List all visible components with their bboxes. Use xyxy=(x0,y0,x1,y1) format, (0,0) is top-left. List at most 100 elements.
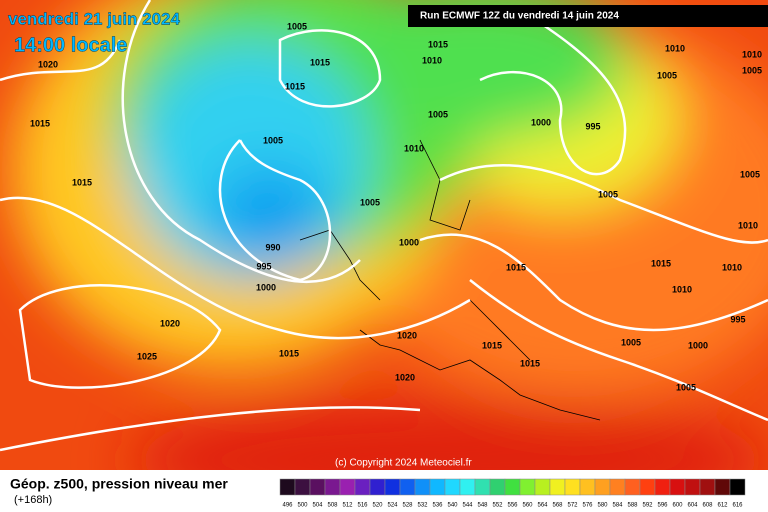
isobar-label: 1005 xyxy=(657,70,677,80)
forecast-date: vendredi 21 juin 2024 xyxy=(8,9,181,28)
legend-swatch xyxy=(324,478,341,496)
legend-label: 616 xyxy=(732,503,743,509)
legend-swatch xyxy=(399,478,416,496)
legend-label: 496 xyxy=(282,503,293,509)
isobar-label: 1005 xyxy=(598,189,618,199)
legend-swatch xyxy=(549,478,566,496)
isobar-label: 1005 xyxy=(621,337,641,347)
isobar-label: 1005 xyxy=(360,197,380,207)
legend-label: 512 xyxy=(342,503,353,509)
isobar-label: 1015 xyxy=(482,340,502,350)
isobar-label: 1020 xyxy=(395,372,415,382)
legend-label: 548 xyxy=(477,503,488,509)
isobar-label: 1015 xyxy=(30,118,50,128)
legend-swatch xyxy=(459,478,476,496)
legend-label: 556 xyxy=(507,503,518,509)
legend-swatch xyxy=(609,478,626,496)
isobar-label: 1015 xyxy=(310,57,330,67)
isobar-label: 1000 xyxy=(531,117,551,127)
field xyxy=(10,0,768,470)
legend-swatch xyxy=(729,478,746,496)
isobar-label: 1010 xyxy=(742,49,762,59)
isobar-label: 1010 xyxy=(672,284,692,294)
legend-swatch xyxy=(354,478,371,496)
isobar-label: 1015 xyxy=(428,39,448,49)
forecast-time: 14:00 locale xyxy=(14,34,127,56)
legend-label: 532 xyxy=(417,503,428,509)
legend-label: 520 xyxy=(372,503,383,509)
isobar-label: 1015 xyxy=(506,262,526,272)
legend-swatch xyxy=(654,478,671,496)
legend-label: 584 xyxy=(612,503,623,509)
isobar-label: 1020 xyxy=(38,59,58,69)
legend-label: 528 xyxy=(402,503,413,509)
legend-label: 524 xyxy=(387,503,398,509)
isobar-label: 995 xyxy=(730,314,745,324)
legend-label: 600 xyxy=(672,503,683,509)
legend-label: 604 xyxy=(687,503,698,509)
isobar xyxy=(0,0,768,452)
copyright: (c) Copyright 2024 Meteociel.fr xyxy=(335,458,472,469)
legend-swatch xyxy=(624,478,641,496)
legend-label: 588 xyxy=(627,503,638,509)
legend-label: 576 xyxy=(582,503,593,509)
isobar-label: 1000 xyxy=(688,340,708,350)
isobar-label: 990 xyxy=(265,242,280,252)
legend-swatch xyxy=(714,478,731,496)
isobar-label: 1005 xyxy=(263,135,283,145)
isobar-label: 1020 xyxy=(160,318,180,328)
legend-swatch xyxy=(594,478,611,496)
legend-label: 596 xyxy=(657,503,668,509)
isobar-label: 995 xyxy=(585,121,600,131)
legend-swatch xyxy=(369,478,386,496)
isobar-label: 1015 xyxy=(72,177,92,187)
legend-swatch xyxy=(579,478,596,496)
legend-label: 612 xyxy=(717,503,728,509)
isobar-label: 1010 xyxy=(404,143,424,153)
legend-swatch xyxy=(504,478,521,496)
isobar-label: 1005 xyxy=(676,382,696,392)
isobar-label: 1025 xyxy=(137,351,157,361)
isobar-label: 1010 xyxy=(722,262,742,272)
footer-title: Géop. z500, pression niveau mer xyxy=(10,476,228,492)
legend-label: 536 xyxy=(432,503,443,509)
legend-label: 592 xyxy=(642,503,653,509)
legend-swatch xyxy=(309,478,326,496)
legend-label: 544 xyxy=(462,503,473,509)
coastline xyxy=(299,139,601,421)
footer-lead: (+168h) xyxy=(14,494,52,506)
isobar-label: 1010 xyxy=(738,220,758,230)
isobar-label: 1010 xyxy=(665,43,685,53)
legend-swatch xyxy=(294,478,311,496)
isobar-label: 1005 xyxy=(742,65,762,75)
isobar-label: 1015 xyxy=(520,358,540,368)
legend-label: 580 xyxy=(597,503,608,509)
legend-label: 572 xyxy=(567,503,578,509)
legend-swatch xyxy=(489,478,506,496)
run-box xyxy=(408,5,768,27)
legend-label: 504 xyxy=(312,503,323,509)
legend-swatch xyxy=(519,478,536,496)
legend-swatch xyxy=(384,478,401,496)
legend-label: 564 xyxy=(537,503,548,509)
legend-swatch xyxy=(279,478,296,496)
legend-label: 568 xyxy=(552,503,563,509)
legend-swatch xyxy=(339,478,356,496)
legend-label: 500 xyxy=(297,503,308,509)
isobar-label: 1000 xyxy=(256,282,276,292)
legend-swatch xyxy=(534,478,551,496)
legend-swatch xyxy=(684,478,701,496)
legend-label: 516 xyxy=(357,503,368,509)
isobar-label: 1015 xyxy=(651,258,671,268)
isobar-label: 1000 xyxy=(399,237,419,247)
legend-swatch xyxy=(639,478,656,496)
isobar-label: 1005 xyxy=(740,169,760,179)
legend-swatch xyxy=(444,478,461,496)
isobar-label: 1005 xyxy=(428,109,448,119)
legend-swatch xyxy=(414,478,431,496)
legend-label: 608 xyxy=(702,503,713,509)
isobar-label: 1005 xyxy=(287,21,307,31)
isobar-label: 1020 xyxy=(397,330,417,340)
